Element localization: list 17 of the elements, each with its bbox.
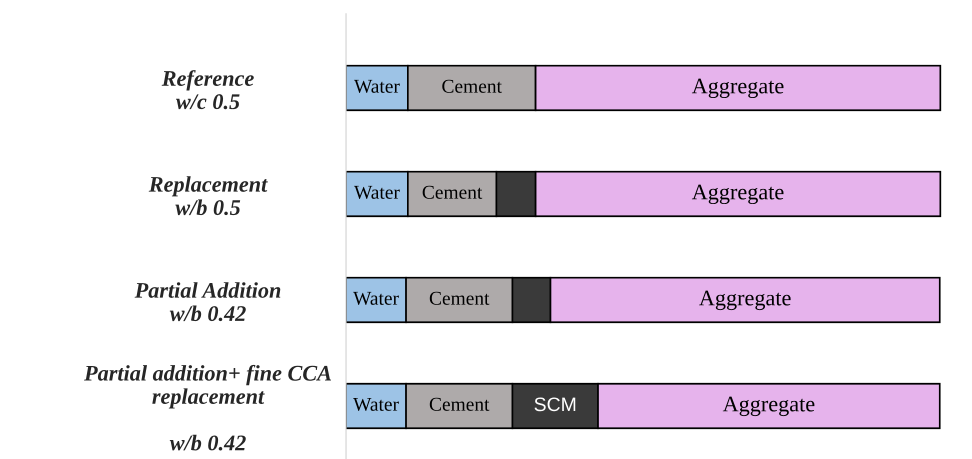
text: Aggregate — [692, 184, 784, 204]
series-label: Water — [353, 292, 399, 305]
series-label: Aggregate — [692, 78, 784, 98]
y-tick-label: Replacement w/b 0.5 — [148, 176, 268, 216]
text: Cement — [430, 398, 490, 411]
text: Aggregate — [722, 396, 814, 416]
text: Cement — [430, 292, 490, 305]
text: Water — [353, 398, 399, 411]
y-tick-label: Reference w/c 0.5 — [162, 70, 254, 110]
text: Water — [354, 80, 400, 93]
text: Aggregate — [699, 290, 791, 310]
y-tick-label: Partial Addition w/b 0.42 — [134, 282, 280, 322]
legend-label: Cement — [442, 80, 502, 93]
text: Water — [354, 186, 400, 199]
series-label: SCM — [534, 397, 576, 412]
text: Cement — [422, 186, 482, 199]
y-tick-label: Partial addition+ fine CCA replacement w/b 0.42 — [84, 364, 332, 451]
